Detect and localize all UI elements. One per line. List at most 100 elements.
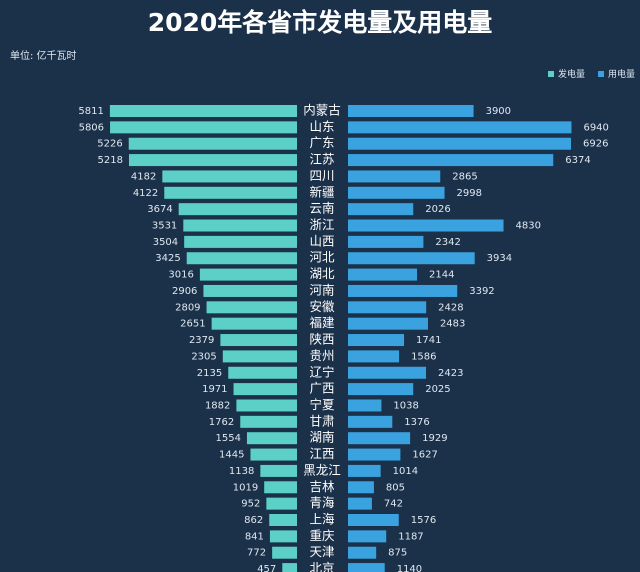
bar xyxy=(250,448,297,461)
value-label: 952 xyxy=(241,499,260,510)
bar xyxy=(184,235,297,248)
value-label: 1627 xyxy=(412,450,437,461)
bar xyxy=(266,497,297,510)
bar xyxy=(348,252,475,265)
bar xyxy=(348,514,399,526)
value-label: 6940 xyxy=(583,122,608,133)
value-label: 1140 xyxy=(397,564,422,572)
category-label: 广东 xyxy=(309,135,334,150)
category-label: 青海 xyxy=(309,495,335,510)
bar xyxy=(128,154,297,167)
value-label: 3392 xyxy=(469,286,494,297)
bar xyxy=(110,121,297,134)
value-label: 2865 xyxy=(452,171,477,182)
value-label: 2342 xyxy=(435,237,460,248)
value-label: 2144 xyxy=(429,270,454,281)
bar xyxy=(348,334,405,347)
value-label: 6374 xyxy=(565,155,590,166)
bar xyxy=(348,301,427,314)
category-label: 贵州 xyxy=(309,348,334,363)
value-label: 772 xyxy=(247,548,266,559)
bar xyxy=(348,530,387,543)
unit-label: 单位: 亿千瓦时 xyxy=(10,49,77,62)
value-label: 1971 xyxy=(202,384,227,395)
value-label: 5806 xyxy=(79,122,104,133)
category-label: 重庆 xyxy=(309,528,335,543)
bar xyxy=(348,219,504,232)
value-label: 2651 xyxy=(180,319,205,330)
value-label: 2998 xyxy=(457,188,482,199)
bar xyxy=(162,170,297,183)
category-label: 北京 xyxy=(309,561,334,572)
legend-swatch xyxy=(548,71,554,77)
value-label: 3425 xyxy=(155,253,180,264)
bar xyxy=(348,481,374,494)
value-label: 1376 xyxy=(404,417,429,428)
bar xyxy=(348,268,418,281)
value-label: 2809 xyxy=(175,302,200,313)
value-label: 3934 xyxy=(487,253,512,264)
bar xyxy=(348,317,428,330)
value-label: 4830 xyxy=(516,221,541,232)
legend-label: 发电量 xyxy=(558,68,585,80)
bar xyxy=(220,334,297,347)
category-label: 湖南 xyxy=(309,430,334,445)
bar xyxy=(348,203,414,216)
value-label: 2305 xyxy=(191,351,216,362)
value-label: 5218 xyxy=(98,155,123,166)
bar xyxy=(109,105,297,117)
category-label: 宁夏 xyxy=(309,397,335,412)
value-label: 1014 xyxy=(393,466,418,477)
value-label: 5226 xyxy=(97,139,122,150)
value-label: 1138 xyxy=(229,466,254,477)
category-label: 福建 xyxy=(309,315,335,330)
bar xyxy=(233,383,297,396)
category-label: 黑龙江 xyxy=(303,462,341,477)
bar xyxy=(348,383,414,396)
value-label: 1586 xyxy=(411,351,436,362)
value-label: 875 xyxy=(388,548,407,559)
category-label: 天津 xyxy=(309,544,334,559)
legend-swatch xyxy=(598,71,604,77)
category-label: 内蒙古 xyxy=(303,103,341,118)
bar xyxy=(164,186,297,199)
bar xyxy=(211,317,297,330)
bar xyxy=(183,219,297,232)
bar xyxy=(348,121,572,134)
category-label: 上海 xyxy=(309,512,335,527)
category-label: 辽宁 xyxy=(309,364,334,379)
value-label: 3674 xyxy=(147,204,172,215)
value-label: 2428 xyxy=(438,302,463,313)
value-label: 1741 xyxy=(416,335,441,346)
bar xyxy=(348,235,424,248)
bar xyxy=(240,415,297,428)
bar xyxy=(348,154,554,167)
bar xyxy=(348,186,445,199)
value-label: 4182 xyxy=(131,171,156,182)
bar xyxy=(264,481,297,494)
bar xyxy=(348,170,441,183)
bar xyxy=(348,350,400,363)
category-label: 山东 xyxy=(309,119,334,134)
category-label: 广西 xyxy=(309,381,334,396)
category-label: 吉林 xyxy=(309,479,335,494)
value-label: 2379 xyxy=(189,335,214,346)
bar xyxy=(269,514,297,526)
category-label: 陕西 xyxy=(309,332,334,347)
value-label: 2025 xyxy=(425,384,450,395)
category-label: 江西 xyxy=(309,446,334,461)
value-label: 1762 xyxy=(209,417,234,428)
value-label: 1576 xyxy=(411,515,436,526)
value-label: 5811 xyxy=(78,106,103,117)
bar xyxy=(260,464,297,477)
bar xyxy=(236,399,297,412)
bar xyxy=(199,268,297,281)
value-label: 4122 xyxy=(133,188,158,199)
category-label: 浙江 xyxy=(309,217,334,232)
category-label: 江苏 xyxy=(309,152,334,167)
bar xyxy=(228,366,297,379)
value-label: 1445 xyxy=(219,450,244,461)
bar xyxy=(272,546,297,559)
value-label: 841 xyxy=(245,531,264,542)
